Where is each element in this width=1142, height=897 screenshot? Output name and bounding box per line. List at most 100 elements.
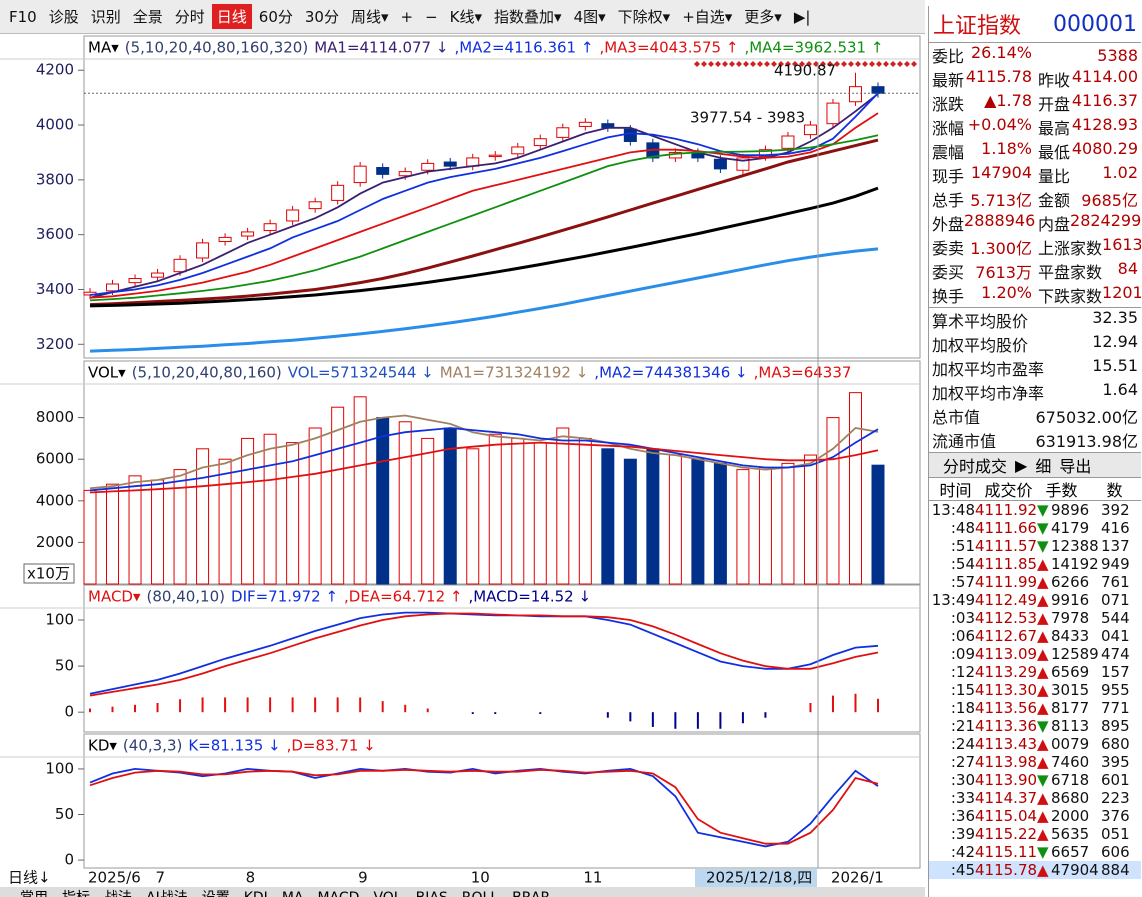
trade-cell: ▲: [1037, 825, 1049, 843]
quote-value: 4080.29: [1071, 139, 1138, 158]
trade-row: :51 4111.57 ▼ 12388 137: [929, 537, 1141, 555]
stat-value: 631913.98亿: [1035, 432, 1138, 451]
bottom-tab[interactable]: BRAR: [512, 887, 550, 897]
indicator-params: (5,10,20,40,80,160): [132, 364, 282, 382]
trade-cell: 2000: [1051, 807, 1090, 825]
volume-bar: [83, 489, 97, 585]
candle-body: [511, 146, 525, 155]
tab[interactable]: 分时成交: [943, 457, 1008, 476]
toolbar-button[interactable]: 4图▾: [573, 8, 606, 26]
toolbar-button[interactable]: F10: [9, 7, 37, 26]
trade-cell: 157: [1101, 663, 1130, 681]
candle-body: [151, 272, 165, 278]
trade-row: :24 4113.43 ▲ 0079 680: [929, 735, 1141, 753]
y-tick-label: 4000: [36, 116, 74, 134]
toolbar-button[interactable]: 指数叠加▾: [494, 8, 562, 26]
volume-bar: [241, 437, 255, 585]
toolbar-button[interactable]: K线▾: [449, 8, 483, 26]
panel-frame: [83, 35, 921, 359]
indicator-line: [89, 768, 879, 845]
trade-cell: ▼: [1037, 501, 1049, 519]
indicator-line: [89, 767, 879, 848]
trade-cell: ▲: [1037, 753, 1049, 771]
panel-frame: [83, 733, 921, 869]
bottom-tab[interactable]: MA: [282, 887, 304, 897]
toolbar-button[interactable]: +: [400, 7, 414, 26]
volume-bar: [263, 433, 277, 585]
bottom-tab[interactable]: 常用: [20, 887, 48, 897]
signal-marker: [806, 61, 812, 67]
toolbar-button[interactable]: 识别: [90, 8, 121, 26]
volume-bar: [511, 437, 525, 585]
indicator-line: [89, 138, 879, 307]
bottom-tab[interactable]: ROLL: [462, 887, 498, 897]
toolbar-button[interactable]: 日线: [211, 4, 252, 29]
trade-cell: 955: [1101, 681, 1130, 699]
quote-label: 现手: [932, 167, 965, 186]
quote-label: 金额: [1038, 191, 1071, 210]
quote-label: 委卖: [932, 239, 965, 258]
quote-value: 4115.78: [965, 67, 1032, 86]
bottom-tab[interactable]: 指标: [62, 887, 90, 897]
quote-value: 1.02: [1102, 163, 1138, 182]
signal-marker: [911, 61, 917, 67]
bottom-tab[interactable]: KDJ: [244, 887, 268, 897]
trade-tabs: 分时成交 ▶ 细导出: [929, 452, 1141, 478]
trade-row: :30 4113.90 ▼ 6718 601: [929, 771, 1141, 789]
trade-cell: ▼: [1037, 843, 1049, 861]
toolbar-button[interactable]: 60分: [258, 8, 293, 26]
candle-body: [623, 128, 637, 142]
quote-row: 委比 26.14% 5388: [929, 43, 1141, 67]
toolbar-button[interactable]: 更多▾: [744, 8, 782, 26]
trade-row: :33 4114.37 ▲ 8680 223: [929, 789, 1141, 807]
bottom-tab[interactable]: 设置: [202, 887, 230, 897]
trade-cell: 601: [1101, 771, 1130, 789]
toolbar-button[interactable]: 诊股: [48, 8, 79, 26]
toolbar-button[interactable]: 全景: [132, 8, 163, 26]
trade-cell: 4113.90: [975, 771, 1038, 789]
volume-bar: [713, 462, 727, 585]
stat-cell: 算术平均股价 32.35: [929, 308, 1141, 332]
trade-cell: 4115.78: [975, 861, 1038, 879]
candle-body: [443, 161, 457, 167]
stat-label: 加权平均市盈率: [932, 360, 1045, 379]
volume-bar: [173, 469, 187, 585]
signal-marker: [778, 61, 784, 67]
quote-label: 换手: [932, 287, 965, 306]
bottom-tab[interactable]: MACD: [317, 887, 359, 897]
quote-cell: 上涨家数 1613: [1035, 235, 1141, 259]
trade-cell: 4115.22: [975, 825, 1038, 843]
legend-entry: ,MA4=3962.531 ↑: [744, 39, 883, 57]
tab[interactable]: 导出: [1059, 457, 1092, 476]
signal-marker: [736, 61, 742, 67]
signal-marker: [729, 61, 735, 67]
trade-cell: 041: [1101, 627, 1130, 645]
toolbar-button[interactable]: ▶|: [793, 7, 811, 26]
toolbar-button[interactable]: 分时: [174, 8, 205, 26]
signal-marker: [715, 61, 721, 67]
quote-row: 涨幅 +0.04% 最高 4128.93: [929, 115, 1141, 139]
trade-cell: :27: [950, 753, 975, 771]
toolbar-button[interactable]: 周线▾: [350, 8, 389, 26]
bottom-tab[interactable]: AI战法: [146, 887, 188, 897]
trade-cell: ▲: [1037, 609, 1049, 627]
toolbar-button[interactable]: 下除权▾: [617, 8, 671, 26]
quote-cell: 总手 5.713亿: [929, 187, 1035, 211]
signal-marker: [890, 61, 896, 67]
volume-bar: [128, 475, 142, 585]
y-tick-label: 6000: [36, 450, 74, 468]
toolbar-button[interactable]: 30分: [304, 8, 339, 26]
bottom-tab[interactable]: 战法: [104, 887, 132, 897]
stat-value: 1.64: [1102, 380, 1138, 399]
tab[interactable]: 细: [1035, 457, 1052, 476]
bottom-tab[interactable]: BIAS: [416, 887, 448, 897]
volume-bar: [106, 483, 120, 585]
bottom-tab[interactable]: VOL: [373, 887, 401, 897]
tab[interactable]: ▶: [1015, 455, 1028, 475]
volume-bar: [151, 479, 165, 585]
toolbar-button[interactable]: −: [425, 7, 438, 26]
indicator-line: [89, 247, 879, 353]
trade-cell: 4111.57: [975, 537, 1038, 555]
trade-cell: 137: [1101, 537, 1130, 555]
toolbar-button[interactable]: +自选▾: [682, 8, 733, 26]
